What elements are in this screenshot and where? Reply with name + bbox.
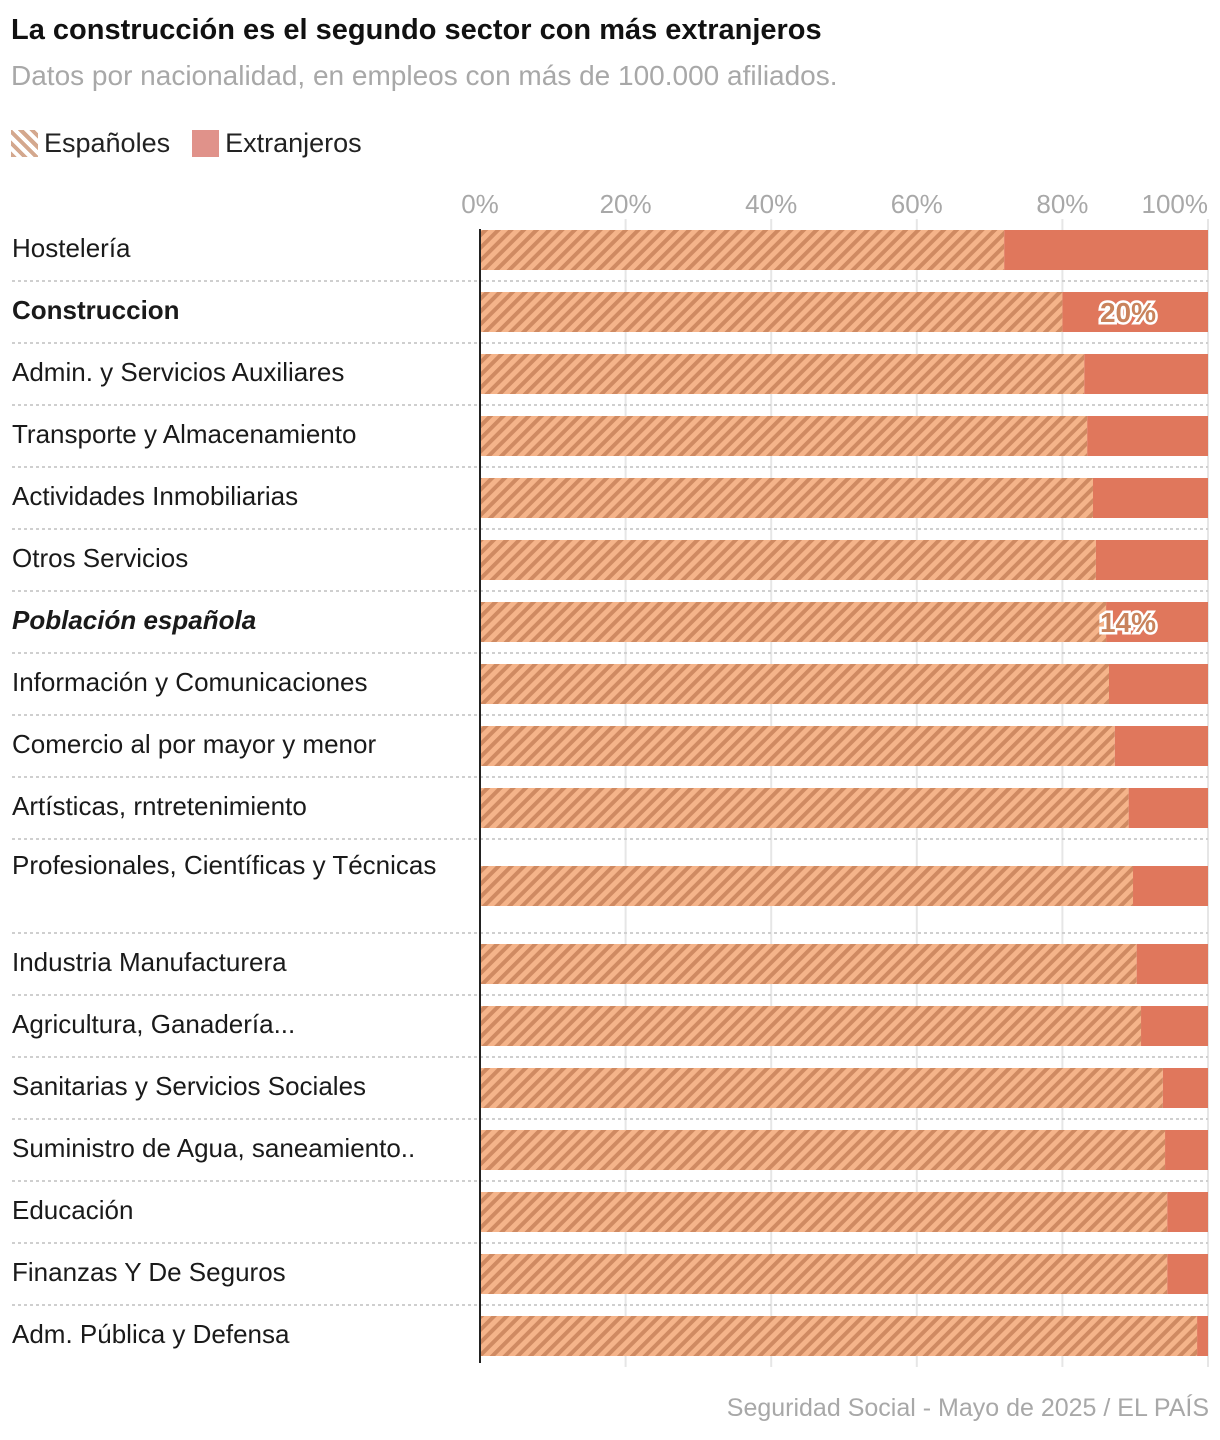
tick-label: 100% xyxy=(1142,189,1209,219)
bar-espanoles xyxy=(480,866,1134,906)
bar-espanoles xyxy=(480,1254,1168,1294)
bar-espanoles xyxy=(480,602,1107,642)
category-label: Educación xyxy=(12,1195,134,1225)
bar-extranjeros xyxy=(1141,1006,1208,1046)
bar-extranjeros xyxy=(1004,230,1208,270)
bar-espanoles xyxy=(480,1068,1163,1108)
bar-extranjeros xyxy=(1106,602,1208,642)
bar-espanoles xyxy=(480,230,1005,270)
category-label: Agricultura, Ganadería... xyxy=(12,1009,296,1039)
bar-espanoles xyxy=(480,540,1096,580)
legend-label-extranjeros: Extranjeros xyxy=(225,128,362,158)
bar-espanoles xyxy=(480,1192,1168,1232)
bar-extranjeros xyxy=(1133,866,1208,906)
category-label: Sanitarias y Servicios Sociales xyxy=(12,1071,367,1101)
category-label: Adm. Pública y Defensa xyxy=(12,1319,290,1349)
chart-subtitle: Datos por nacionalidad, en empleos con m… xyxy=(11,60,838,91)
bar-espanoles xyxy=(480,354,1085,394)
category-label: Actividades Inmobiliarias xyxy=(12,481,299,511)
bar-extranjeros xyxy=(1167,1192,1208,1232)
category-label: Información y Comunicaciones xyxy=(12,667,368,697)
category-label: Transporte y Almacenamiento xyxy=(12,419,357,449)
category-label: Finanzas Y De Seguros xyxy=(12,1257,286,1287)
bar-extranjeros xyxy=(1136,944,1208,984)
bar-extranjeros xyxy=(1162,1068,1208,1108)
category-label: Industria Manufacturera xyxy=(12,947,287,977)
bar-extranjeros xyxy=(1084,354,1208,394)
bar-extranjeros xyxy=(1108,664,1208,704)
category-label: Profesionales, Científicas y Técnicas xyxy=(12,850,437,880)
bar-espanoles xyxy=(480,478,1093,518)
legend-swatch-espanoles xyxy=(11,130,38,157)
category-label: Hostelería xyxy=(12,233,131,263)
bar-espanoles xyxy=(480,1006,1142,1046)
bar-espanoles xyxy=(480,1316,1198,1356)
bar-extranjeros xyxy=(1092,478,1208,518)
category-label: Construccion xyxy=(12,295,180,325)
legend-label-espanoles: Españoles xyxy=(44,128,171,158)
bar-espanoles xyxy=(480,416,1088,456)
chart-title: La construcción es el segundo sector con… xyxy=(11,14,822,46)
data-label: 20% xyxy=(1100,297,1156,328)
tick-label: 40% xyxy=(745,189,797,219)
bar-extranjeros xyxy=(1095,540,1208,580)
bar-extranjeros xyxy=(1087,416,1208,456)
bar-extranjeros xyxy=(1062,292,1208,332)
category-label: Admin. y Servicios Auxiliares xyxy=(12,357,345,387)
bar-espanoles xyxy=(480,944,1137,984)
tick-label: 20% xyxy=(600,189,652,219)
legend: Españoles Extranjeros xyxy=(11,128,362,159)
bar-extranjeros xyxy=(1165,1130,1208,1170)
category-label: Comercio al por mayor y menor xyxy=(12,729,377,759)
category-label: Suministro de Agua, saneamiento.. xyxy=(12,1133,416,1163)
bar-extranjeros xyxy=(1128,788,1208,828)
bar-espanoles xyxy=(480,1130,1166,1170)
tick-label: 60% xyxy=(891,189,943,219)
source-note: Seguridad Social - Mayo de 2025 / EL PAÍ… xyxy=(726,1394,1209,1422)
tick-label: 80% xyxy=(1036,189,1088,219)
bar-espanoles xyxy=(480,664,1109,704)
legend-swatch-extranjeros xyxy=(192,130,220,157)
data-label: 14% xyxy=(1100,607,1156,638)
bar-espanoles xyxy=(480,292,1063,332)
category-label: Otros Servicios xyxy=(12,543,189,573)
bar-extranjeros xyxy=(1167,1254,1208,1294)
bar-espanoles xyxy=(480,788,1129,828)
category-label: Artísticas, rntretenimiento xyxy=(12,791,307,821)
bar-extranjeros xyxy=(1197,1316,1208,1356)
bar-espanoles xyxy=(480,726,1115,766)
category-label: Población española xyxy=(12,605,257,635)
tick-label: 0% xyxy=(461,189,499,219)
bar-extranjeros xyxy=(1114,726,1208,766)
